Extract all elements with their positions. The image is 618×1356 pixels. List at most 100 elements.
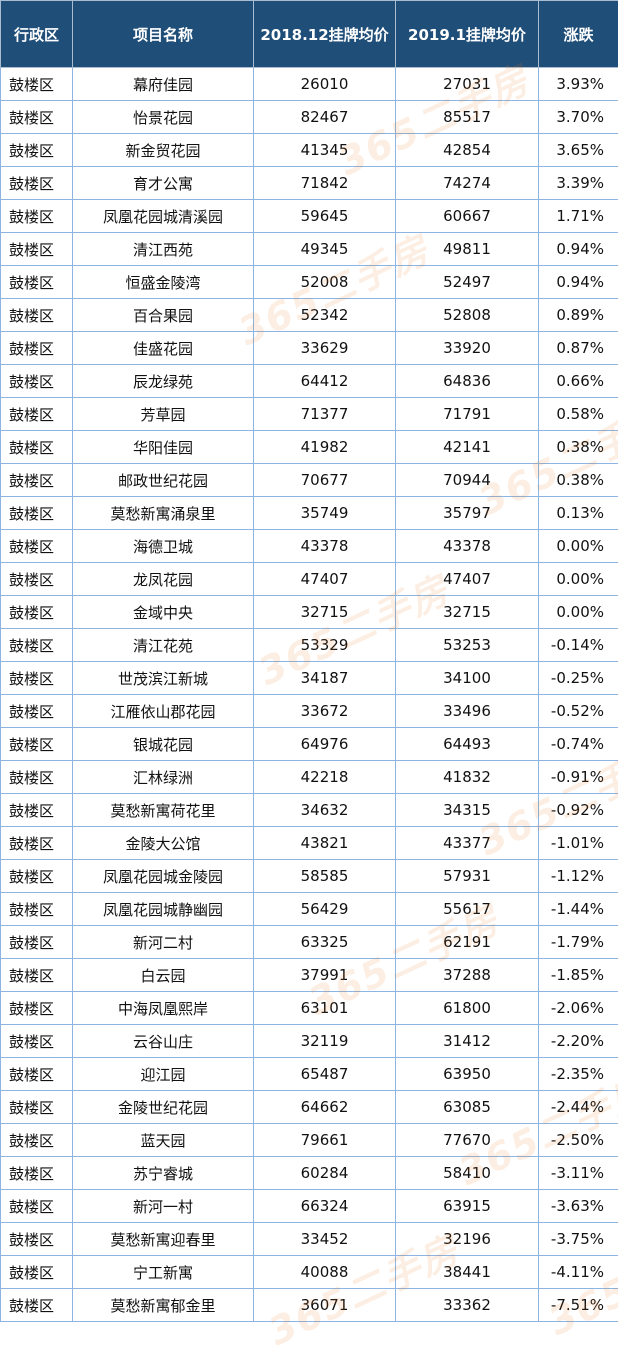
price-2018-12-cell: 26010 — [254, 68, 396, 101]
project-name-cell: 清江西苑 — [73, 233, 254, 266]
district-cell: 鼓楼区 — [1, 695, 73, 728]
district-cell: 鼓楼区 — [1, 893, 73, 926]
project-name-cell: 莫愁新寓郁金里 — [73, 1289, 254, 1322]
change-cell: 3.65% — [539, 134, 618, 167]
change-cell: -1.01% — [539, 827, 618, 860]
project-name-cell: 金陵世纪花园 — [73, 1091, 254, 1124]
project-name-cell: 邮政世纪花园 — [73, 464, 254, 497]
project-name-cell: 百合果园 — [73, 299, 254, 332]
district-cell: 鼓楼区 — [1, 827, 73, 860]
district-cell: 鼓楼区 — [1, 497, 73, 530]
price-2018-12-cell: 65487 — [254, 1058, 396, 1091]
district-cell: 鼓楼区 — [1, 1190, 73, 1223]
project-name-cell: 云谷山庄 — [73, 1025, 254, 1058]
project-name-cell: 芳草园 — [73, 398, 254, 431]
price-2019-1-cell: 85517 — [396, 101, 539, 134]
price-2019-1-cell: 55617 — [396, 893, 539, 926]
price-2019-1-cell: 33920 — [396, 332, 539, 365]
price-2019-1-cell: 32196 — [396, 1223, 539, 1256]
project-name-cell: 恒盛金陵湾 — [73, 266, 254, 299]
project-name-cell: 怡景花园 — [73, 101, 254, 134]
project-name-cell: 新河二村 — [73, 926, 254, 959]
change-cell: 0.66% — [539, 365, 618, 398]
header-project-name: 项目名称 — [73, 1, 254, 68]
change-cell: 0.00% — [539, 563, 618, 596]
district-cell: 鼓楼区 — [1, 167, 73, 200]
change-cell: -1.44% — [539, 893, 618, 926]
district-cell: 鼓楼区 — [1, 1223, 73, 1256]
district-cell: 鼓楼区 — [1, 101, 73, 134]
change-cell: -2.50% — [539, 1124, 618, 1157]
price-2018-12-cell: 32715 — [254, 596, 396, 629]
change-cell: -1.85% — [539, 959, 618, 992]
project-name-cell: 育才公寓 — [73, 167, 254, 200]
change-cell: 0.00% — [539, 530, 618, 563]
district-cell: 鼓楼区 — [1, 1025, 73, 1058]
price-2019-1-cell: 34315 — [396, 794, 539, 827]
table-header: 行政区 项目名称 2018.12挂牌均价 2019.1挂牌均价 涨跌 — [1, 1, 618, 68]
price-2018-12-cell: 32119 — [254, 1025, 396, 1058]
district-cell: 鼓楼区 — [1, 200, 73, 233]
change-cell: -3.63% — [539, 1190, 618, 1223]
price-2018-12-cell: 71377 — [254, 398, 396, 431]
price-2018-12-cell: 66324 — [254, 1190, 396, 1223]
district-cell: 鼓楼区 — [1, 1058, 73, 1091]
change-cell: -0.25% — [539, 662, 618, 695]
price-2018-12-cell: 36071 — [254, 1289, 396, 1322]
price-2019-1-cell: 71791 — [396, 398, 539, 431]
price-2018-12-cell: 43821 — [254, 827, 396, 860]
change-cell: -0.14% — [539, 629, 618, 662]
price-2018-12-cell: 33452 — [254, 1223, 396, 1256]
change-cell: -1.79% — [539, 926, 618, 959]
project-name-cell: 海德卫城 — [73, 530, 254, 563]
district-cell: 鼓楼区 — [1, 1124, 73, 1157]
project-name-cell: 莫愁新寓涌泉里 — [73, 497, 254, 530]
change-cell: -3.75% — [539, 1223, 618, 1256]
district-cell: 鼓楼区 — [1, 992, 73, 1025]
change-cell: 0.89% — [539, 299, 618, 332]
change-cell: 1.71% — [539, 200, 618, 233]
district-cell: 鼓楼区 — [1, 332, 73, 365]
price-2019-1-cell: 63085 — [396, 1091, 539, 1124]
project-name-cell: 莫愁新寓荷花里 — [73, 794, 254, 827]
header-row: 行政区 项目名称 2018.12挂牌均价 2019.1挂牌均价 涨跌 — [1, 1, 618, 68]
price-2018-12-cell: 42218 — [254, 761, 396, 794]
project-name-cell: 金陵大公馆 — [73, 827, 254, 860]
project-name-cell: 宁工新寓 — [73, 1256, 254, 1289]
price-2018-12-cell: 40088 — [254, 1256, 396, 1289]
project-name-cell: 中海凤凰熙岸 — [73, 992, 254, 1025]
change-cell: -2.20% — [539, 1025, 618, 1058]
project-name-cell: 辰龙绿苑 — [73, 365, 254, 398]
header-district: 行政区 — [1, 1, 73, 68]
price-table: 行政区 项目名称 2018.12挂牌均价 2019.1挂牌均价 涨跌 鼓楼区幕府… — [0, 0, 618, 1322]
project-name-cell: 佳盛花园 — [73, 332, 254, 365]
price-2019-1-cell: 43377 — [396, 827, 539, 860]
price-2019-1-cell: 49811 — [396, 233, 539, 266]
change-cell: -2.35% — [539, 1058, 618, 1091]
project-name-cell: 银城花园 — [73, 728, 254, 761]
change-cell: -4.11% — [539, 1256, 618, 1289]
price-2018-12-cell: 47407 — [254, 563, 396, 596]
change-cell: 0.13% — [539, 497, 618, 530]
price-2019-1-cell: 63950 — [396, 1058, 539, 1091]
price-2018-12-cell: 71842 — [254, 167, 396, 200]
project-name-cell: 白云园 — [73, 959, 254, 992]
district-cell: 鼓楼区 — [1, 464, 73, 497]
district-cell: 鼓楼区 — [1, 662, 73, 695]
change-cell: 0.00% — [539, 596, 618, 629]
price-2018-12-cell: 64412 — [254, 365, 396, 398]
project-name-cell: 莫愁新寓迎春里 — [73, 1223, 254, 1256]
